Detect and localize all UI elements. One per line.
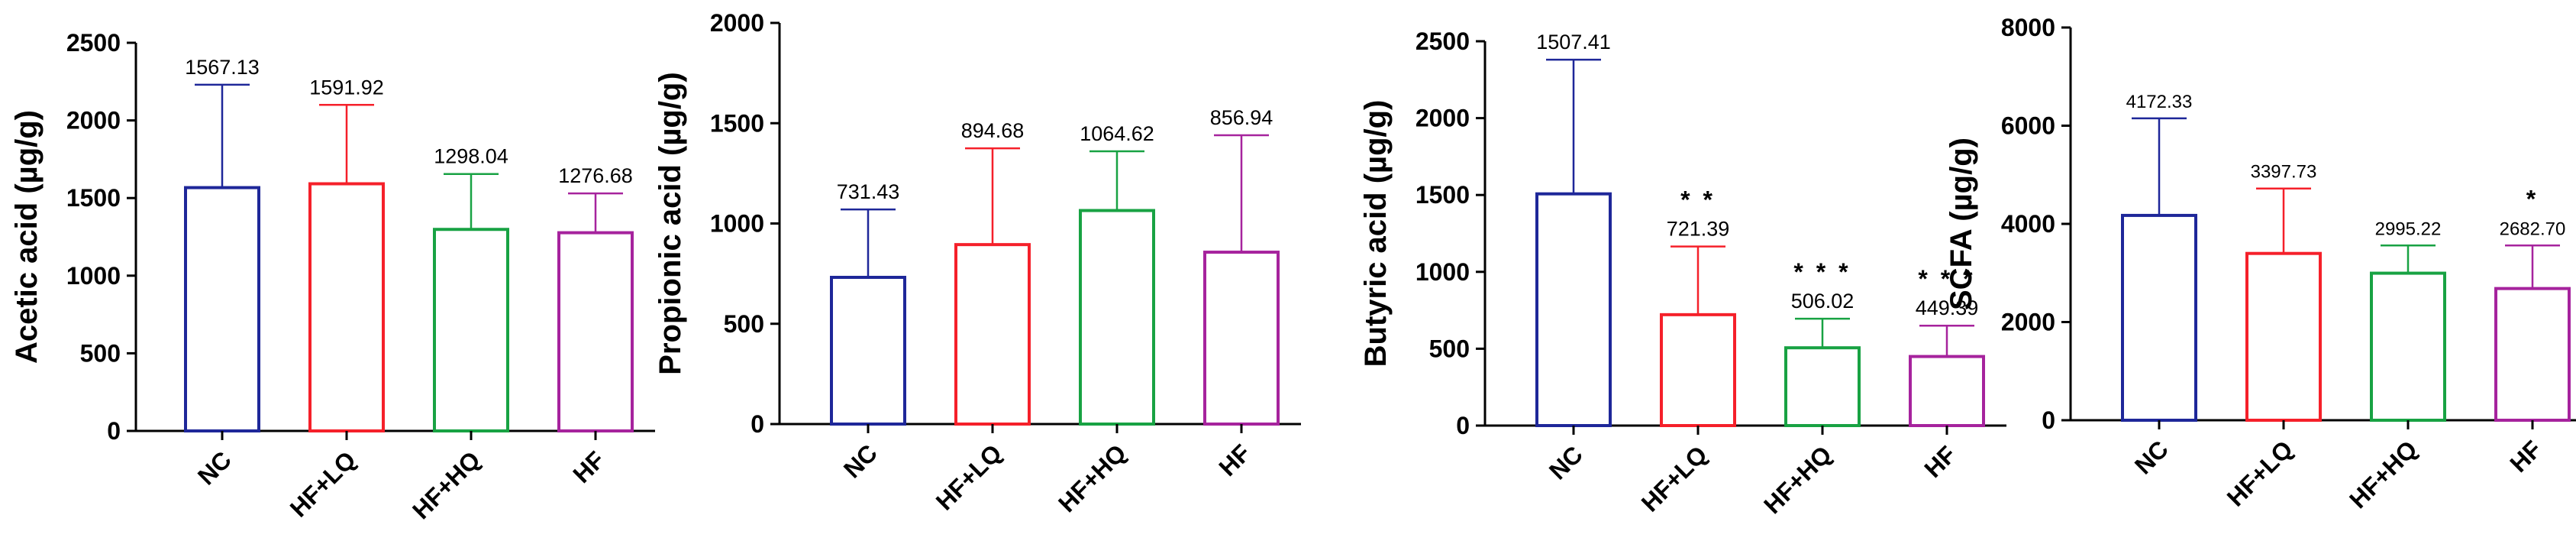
bar — [1660, 313, 1736, 427]
significance-mark: * — [2526, 185, 2539, 212]
data-label: 1567.13 — [185, 56, 260, 79]
x-tick-label: HF+LQ — [2222, 435, 2298, 511]
data-label: 449.39 — [1916, 296, 1979, 319]
y-tick-label: 8000 — [2001, 14, 2055, 41]
data-label: 894.68 — [961, 119, 1025, 142]
x-tick-label: HF — [1919, 440, 1961, 483]
significance-mark: * * * — [1918, 265, 1975, 293]
x-tick-label: HF+HQ — [407, 445, 486, 524]
bar — [2370, 271, 2446, 423]
y-tick-label: 1500 — [66, 184, 121, 212]
bar — [2494, 287, 2571, 423]
data-label: 1591.92 — [309, 76, 384, 99]
bar — [557, 231, 634, 432]
bar — [2121, 213, 2197, 422]
y-tick-label: 2000 — [1416, 105, 1470, 132]
y-axis-title: SCFA (µg/g) — [1945, 138, 1978, 310]
data-label: 1276.68 — [558, 164, 633, 187]
data-label: 3397.73 — [2251, 162, 2317, 183]
chart-panel: 0 500 1000 1500 2000 2500 Acetic acid (µg/g) 15… — [10, 29, 655, 524]
x-tick-label: NC — [838, 439, 883, 483]
data-label: 721.39 — [1667, 218, 1730, 241]
y-tick-label: 500 — [724, 310, 764, 338]
data-label: 856.94 — [1210, 106, 1273, 129]
y-tick-label: 2000 — [710, 9, 764, 37]
y-axis-title: Acetic acid (µg/g) — [10, 110, 44, 364]
chart-panel: 0 2000 4000 6000 8000 SCFA (µg/g) 4172.33 NC 339… — [1945, 14, 2576, 513]
x-tick-label: NC — [2129, 435, 2174, 479]
chart-panel: 0 500 1000 1500 2000 Propionic acid (µg/g) 731… — [654, 9, 1301, 517]
y-tick-label: 500 — [80, 339, 121, 367]
data-label: 1507.41 — [1536, 31, 1611, 53]
y-tick-label: 0 — [2042, 406, 2055, 434]
data-label: 4172.33 — [2126, 92, 2193, 112]
y-axis-title: Butyric acid (µg/g) — [1359, 100, 1393, 368]
y-tick-label: 0 — [107, 417, 121, 445]
bar — [954, 243, 1031, 426]
bar — [1784, 346, 1861, 428]
y-tick-label: 2500 — [1416, 28, 1470, 55]
y-tick-label: 1000 — [710, 210, 764, 238]
y-tick-label: 4000 — [2001, 210, 2055, 238]
data-label: 506.02 — [1791, 290, 1855, 313]
y-tick-label: 2000 — [2001, 309, 2055, 336]
bar — [1079, 209, 1155, 426]
y-tick-label: 1000 — [1416, 258, 1470, 286]
bar — [308, 182, 385, 432]
x-tick-label: NC — [192, 445, 237, 490]
x-tick-label: HF — [567, 445, 610, 488]
significance-mark: * * * — [1793, 258, 1851, 286]
x-tick-label: NC — [1544, 440, 1588, 484]
y-axis-title: Propionic acid (µg/g) — [654, 72, 687, 374]
y-tick-label: 0 — [1456, 412, 1470, 439]
y-tick-label: 500 — [1429, 335, 1470, 362]
data-label: 2682.70 — [2500, 219, 2566, 239]
y-tick-label: 2500 — [66, 29, 121, 57]
y-tick-label: 2000 — [66, 107, 121, 134]
x-tick-label: HF+LQ — [285, 445, 361, 522]
x-tick-label: HF+HQ — [1053, 439, 1131, 517]
x-tick-label: HF+LQ — [931, 439, 1007, 515]
data-label: 731.43 — [837, 180, 900, 203]
y-tick-label: 6000 — [2001, 112, 2055, 140]
y-tick-label: 1000 — [66, 262, 121, 290]
bar — [2245, 251, 2322, 423]
x-tick-label: HF+HQ — [1758, 440, 1837, 519]
bar — [1203, 251, 1280, 426]
y-tick-label: 1500 — [710, 109, 764, 137]
x-tick-label: HF — [1213, 439, 1256, 481]
data-label: 1298.04 — [434, 145, 508, 168]
y-tick-label: 0 — [751, 410, 764, 438]
x-tick-label: HF+HQ — [2344, 435, 2423, 513]
chart-panel: 0 500 1000 1500 2000 2500 Butyric acid (µg/g) 1… — [1359, 28, 2006, 519]
data-label: 2995.22 — [2375, 219, 2442, 239]
x-tick-label: HF+LQ — [1636, 440, 1712, 517]
bar — [1909, 355, 1985, 427]
bar — [184, 186, 260, 433]
bar — [1535, 192, 1612, 427]
data-label: 1064.62 — [1080, 122, 1154, 145]
significance-mark: * * — [1680, 186, 1716, 214]
bar — [830, 275, 906, 426]
y-tick-label: 1500 — [1416, 181, 1470, 209]
bar — [433, 228, 509, 432]
x-tick-label: HF — [2504, 435, 2547, 478]
